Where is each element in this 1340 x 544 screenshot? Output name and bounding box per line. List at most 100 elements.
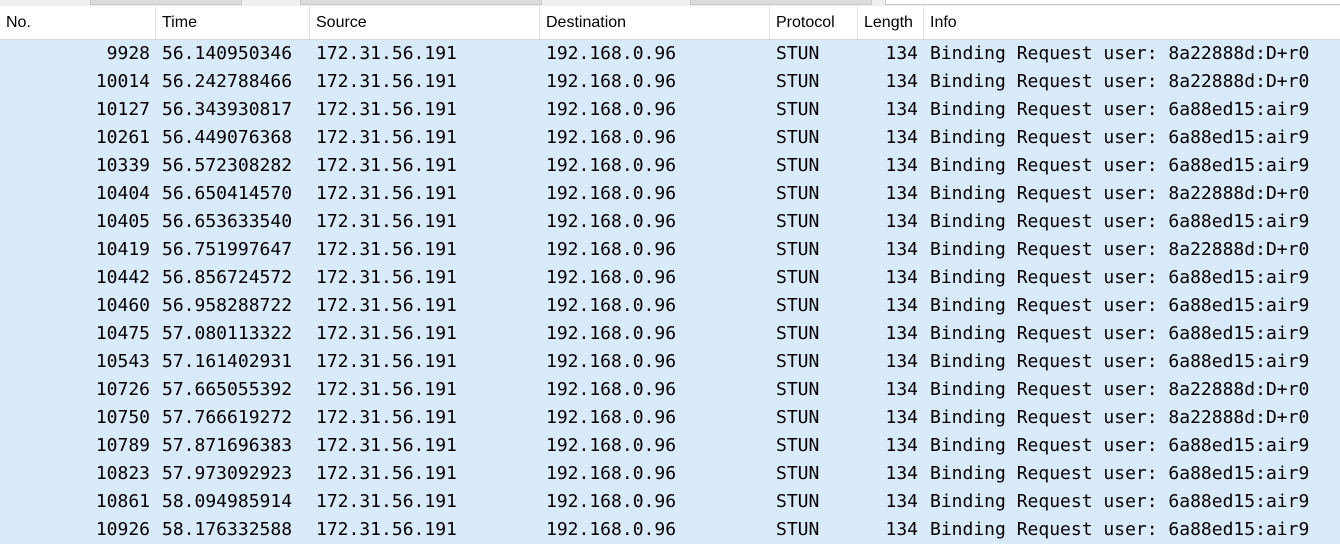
packet-length: 134 [885,183,918,204]
packet-number: 10475 [95,323,150,344]
packet-time: 57.161402931 [162,351,293,372]
packet-info: Binding Request user: 8a22888d:D+r0 [930,379,1310,400]
packet-row[interactable]: 10823 57.973092923 172.31.56.191 192.168.0.… [0,460,1340,488]
packet-length: 134 [885,435,918,456]
packet-number: 10127 [95,99,150,120]
packet-row[interactable]: 10789 57.871696383 172.31.56.191 192.168.0.… [0,432,1340,460]
packet-length: 134 [885,323,918,344]
packet-length: 134 [885,407,918,428]
packet-time: 56.650414570 [162,183,293,204]
packet-destination: 192.168.0.96 [546,351,677,372]
packet-protocol: STUN [776,43,820,64]
packet-number: 10861 [95,491,150,512]
packet-row[interactable]: 10405 56.653633540 172.31.56.191 192.168.0.… [0,208,1340,236]
packet-source: 172.31.56.191 [316,99,457,120]
column-header-time[interactable]: Time [156,6,310,39]
column-header-source[interactable]: Source [310,6,540,39]
packet-protocol: STUN [776,211,820,232]
packet-destination: 192.168.0.96 [546,519,677,540]
packet-time: 56.856724572 [162,267,293,288]
packet-length: 134 [885,491,918,512]
packet-number: 10014 [95,71,150,92]
packet-source: 172.31.56.191 [316,351,457,372]
packet-info: Binding Request user: 6a88ed15:air9 [930,351,1310,372]
tab-stub[interactable] [300,0,542,5]
packet-row[interactable]: 10750 57.766619272 172.31.56.191 192.168.0.… [0,404,1340,432]
packet-info: Binding Request user: 6a88ed15:air9 [930,127,1310,148]
packet-destination: 192.168.0.96 [546,267,677,288]
packet-protocol: STUN [776,491,820,512]
packet-source: 172.31.56.191 [316,295,457,316]
packet-row[interactable]: 10419 56.751997647 172.31.56.191 192.168.0.… [0,236,1340,264]
packet-info: Binding Request user: 8a22888d:D+r0 [930,71,1310,92]
packet-destination: 192.168.0.96 [546,435,677,456]
packet-row[interactable]: 10014 56.242788466 172.31.56.191 192.168.0.… [0,68,1340,96]
packet-row[interactable]: 10404 56.650414570 172.31.56.191 192.168.0.… [0,180,1340,208]
tab-stub[interactable] [90,0,242,5]
packet-row[interactable]: 10127 56.343930817 172.31.56.191 192.168.0.… [0,96,1340,124]
packet-number: 10261 [95,127,150,148]
column-header-length[interactable]: Length [858,6,924,39]
packet-row[interactable]: 10339 56.572308282 172.31.56.191 192.168.0.… [0,152,1340,180]
column-header-protocol[interactable]: Protocol [770,6,858,39]
packet-time: 56.958288722 [162,295,293,316]
packet-source: 172.31.56.191 [316,71,457,92]
packet-destination: 192.168.0.96 [546,71,677,92]
packet-source: 172.31.56.191 [316,463,457,484]
packet-source: 172.31.56.191 [316,267,457,288]
packet-destination: 192.168.0.96 [546,239,677,260]
packet-length: 134 [885,295,918,316]
packet-destination: 192.168.0.96 [546,491,677,512]
tab-stub[interactable] [690,0,872,5]
packet-length: 134 [885,463,918,484]
packet-protocol: STUN [776,407,820,428]
packet-row[interactable]: 10861 58.094985914 172.31.56.191 192.168.0.… [0,488,1340,516]
packet-info: Binding Request user: 6a88ed15:air9 [930,323,1310,344]
packet-time: 56.572308282 [162,155,293,176]
packet-protocol: STUN [776,463,820,484]
packet-length: 134 [885,127,918,148]
packet-source: 172.31.56.191 [316,211,457,232]
packet-source: 172.31.56.191 [316,519,457,540]
packet-row[interactable]: 10726 57.665055392 172.31.56.191 192.168.0.… [0,376,1340,404]
packet-info: Binding Request user: 6a88ed15:air9 [930,155,1310,176]
packet-source: 172.31.56.191 [316,127,457,148]
packet-row[interactable]: 9928 56.140950346 172.31.56.191 192.168.0.9… [0,40,1340,68]
packet-info: Binding Request user: 6a88ed15:air9 [930,491,1310,512]
packet-protocol: STUN [776,379,820,400]
packet-protocol: STUN [776,435,820,456]
packet-protocol: STUN [776,267,820,288]
packet-protocol: STUN [776,239,820,260]
filter-field-edge[interactable] [885,0,1340,5]
packet-protocol: STUN [776,351,820,372]
packet-length: 134 [885,43,918,64]
packet-length: 134 [885,239,918,260]
packet-info: Binding Request user: 6a88ed15:air9 [930,295,1310,316]
column-header-destination[interactable]: Destination [540,6,770,39]
packet-length: 134 [885,71,918,92]
packet-number: 10460 [95,295,150,316]
packet-source: 172.31.56.191 [316,239,457,260]
column-header-info[interactable]: Info [930,14,957,31]
packet-time: 57.080113322 [162,323,293,344]
packet-list-header: No. Time Source Destination Protocol Len… [0,6,1340,40]
packet-protocol: STUN [776,323,820,344]
packet-row[interactable]: 10460 56.958288722 172.31.56.191 192.168.0.… [0,292,1340,320]
packet-time: 57.665055392 [162,379,293,400]
packet-source: 172.31.56.191 [316,323,457,344]
packet-protocol: STUN [776,155,820,176]
packet-length: 134 [885,99,918,120]
packet-row[interactable]: 10543 57.161402931 172.31.56.191 192.168.0.… [0,348,1340,376]
packet-row[interactable]: 10475 57.080113322 172.31.56.191 192.168.0.… [0,320,1340,348]
column-header-no[interactable]: No. [0,6,156,39]
packet-length: 134 [885,155,918,176]
packet-destination: 192.168.0.96 [546,99,677,120]
packet-protocol: STUN [776,183,820,204]
packet-destination: 192.168.0.96 [546,295,677,316]
packet-info: Binding Request user: 6a88ed15:air9 [930,435,1310,456]
packet-number: 10442 [95,267,150,288]
packet-row[interactable]: 10926 58.176332588 172.31.56.191 192.168.0.… [0,516,1340,544]
packet-destination: 192.168.0.96 [546,43,677,64]
packet-row[interactable]: 10442 56.856724572 172.31.56.191 192.168.0.… [0,264,1340,292]
packet-row[interactable]: 10261 56.449076368 172.31.56.191 192.168.0.… [0,124,1340,152]
